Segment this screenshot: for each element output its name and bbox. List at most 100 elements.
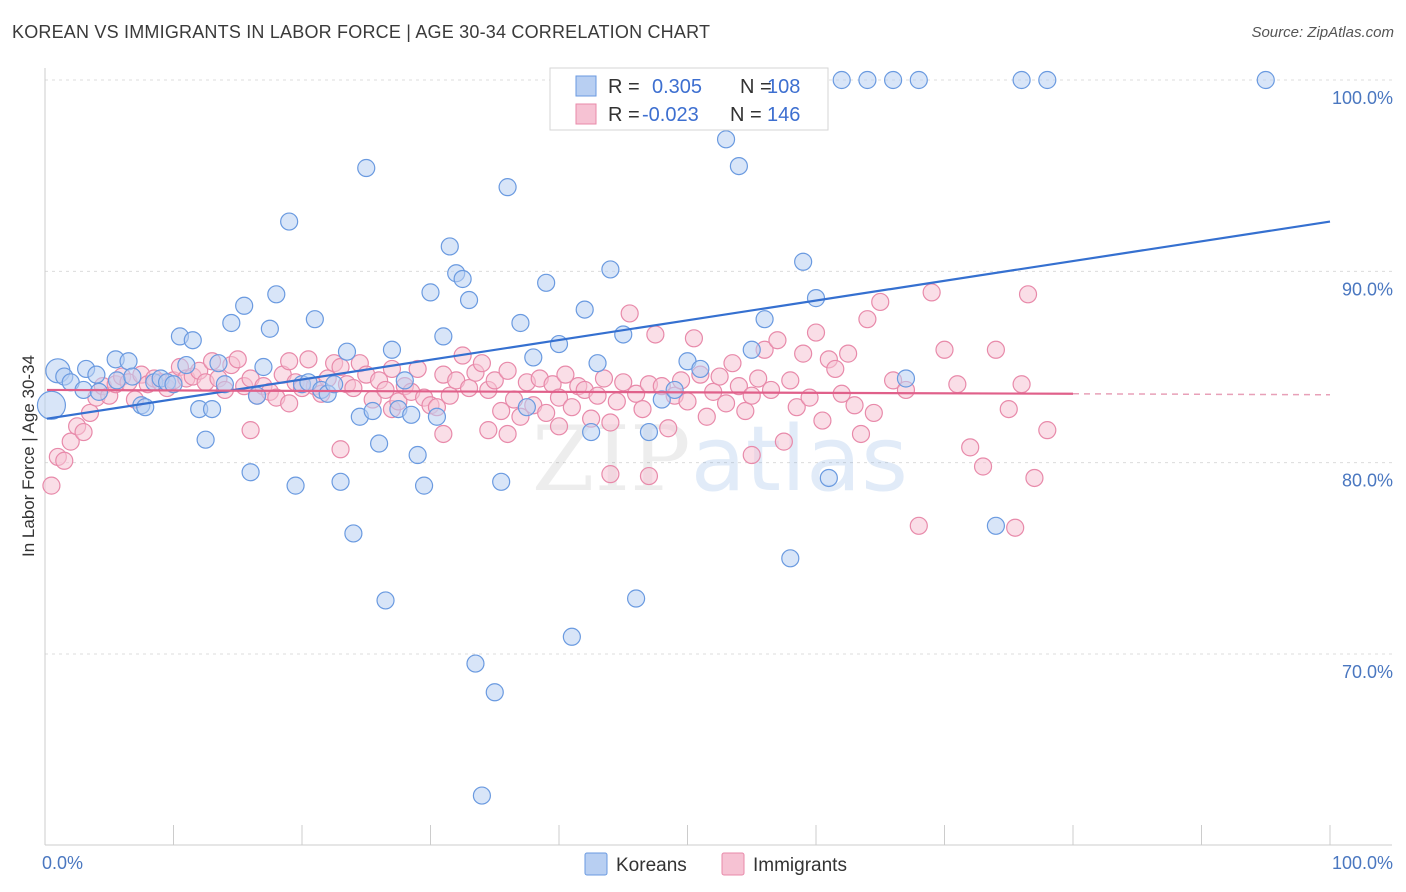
immigrant-point [601, 413, 620, 432]
immigrant-point [549, 388, 569, 407]
korean-point [331, 472, 350, 491]
immigrant-point [344, 378, 363, 398]
immigrant-point [280, 394, 299, 413]
legend-r-value-koreans: 0.305 [652, 76, 702, 98]
immigrant-point [331, 440, 350, 459]
immigrant-point [626, 384, 646, 403]
immigrant-point [434, 424, 453, 444]
korean-point [806, 289, 826, 308]
korean-point [459, 290, 479, 310]
immigrant-point [794, 344, 813, 363]
korean-point [498, 178, 517, 197]
immigrant-point [935, 340, 954, 359]
immigrant-point [537, 403, 556, 423]
korean-point [665, 380, 684, 400]
legend: R = 0.305 N = 108 R = -0.023 N = 146 [549, 67, 829, 131]
immigrant-point [659, 419, 678, 438]
korean-point [87, 365, 106, 384]
legend-r-label-koreans: R = [608, 76, 640, 98]
korean-point [652, 390, 671, 409]
immigrant-point [74, 422, 93, 442]
legend-swatch-immigrants [575, 103, 597, 125]
immigrant-point [479, 421, 498, 440]
korean-point [357, 158, 376, 178]
immigrant-point [839, 344, 858, 363]
korean-point [524, 348, 543, 367]
immigrant-point [871, 292, 890, 312]
bottom-legend-swatch-immigrants [721, 852, 745, 876]
immigrant-point [556, 365, 575, 384]
korean-point [421, 283, 440, 302]
korean-point [305, 310, 324, 329]
korean-point [639, 422, 659, 442]
immigrant-point [485, 371, 504, 390]
immigrant-point [55, 451, 74, 470]
korean-point [819, 468, 838, 488]
korean-point [794, 252, 813, 271]
immigrants-trend-extension [1072, 393, 1331, 396]
bottom-legend-koreans: Koreans [616, 855, 687, 876]
x-tick-label-1: 100.0% [1332, 853, 1393, 873]
immigrant-point [498, 361, 517, 380]
immigrant-point [607, 392, 626, 411]
bottom-legend-immigrants: Immigrants [753, 855, 847, 876]
korean-point [575, 300, 594, 319]
immigrant-point [999, 399, 1018, 419]
korean-point [136, 398, 155, 417]
korean-point [119, 352, 138, 371]
korean-point [896, 369, 916, 388]
immigrant-point [749, 369, 768, 388]
korean-point [453, 269, 472, 289]
korean-point [691, 359, 710, 379]
immigrant-point [1025, 468, 1044, 488]
korean-point [183, 331, 202, 350]
korean-point [382, 340, 402, 359]
legend-n-value-immigrants: 146 [767, 104, 800, 126]
watermark-atlas: atlas [691, 407, 909, 512]
immigrant-point [228, 350, 247, 369]
korean-point [1256, 70, 1275, 90]
korean-point [537, 273, 556, 292]
korean-point [235, 296, 254, 315]
korean-point [286, 476, 305, 495]
korean-point [215, 375, 234, 394]
immigrant-point [716, 394, 736, 413]
immigrant-point [614, 373, 633, 392]
y-tick-label-1: 80.0% [1342, 471, 1393, 491]
immigrant-point [845, 396, 864, 415]
korean-point [325, 375, 344, 394]
chart-source: Source: ZipAtlas.com [1251, 24, 1394, 41]
legend-r-label-immigrants: R = [608, 104, 640, 126]
korean-point [280, 212, 299, 231]
immigrant-point [761, 380, 781, 400]
legend-n-value-koreans: 108 [767, 76, 800, 98]
korean-point [440, 237, 459, 256]
bottom-legend-swatch-koreans [584, 852, 608, 876]
immigrant-point [1006, 518, 1025, 537]
korean-point [626, 589, 646, 608]
korean-point [588, 354, 607, 373]
y-tick-label-3: 100.0% [1332, 88, 1393, 108]
immigrant-point [729, 377, 749, 396]
immigrant-point [1012, 375, 1031, 394]
korean-point [395, 371, 414, 390]
korean-point [414, 476, 434, 495]
immigrant-point [864, 403, 883, 423]
korean-point [254, 357, 273, 377]
korean-point [511, 313, 530, 333]
korean-point [485, 683, 504, 702]
immigrants-trend-line [46, 388, 1074, 395]
korean-point [582, 422, 601, 442]
korean-point [781, 549, 800, 568]
immigrant-point [588, 386, 607, 405]
immigrant-point [376, 380, 395, 400]
immigrant-point [697, 407, 716, 426]
korean-point [209, 354, 228, 373]
korean-point [427, 407, 447, 426]
immigrant-point [781, 371, 800, 390]
immigrant-point [813, 411, 832, 430]
grid-lines [45, 79, 1392, 655]
korean-point [370, 434, 389, 453]
korean-point [601, 260, 620, 279]
